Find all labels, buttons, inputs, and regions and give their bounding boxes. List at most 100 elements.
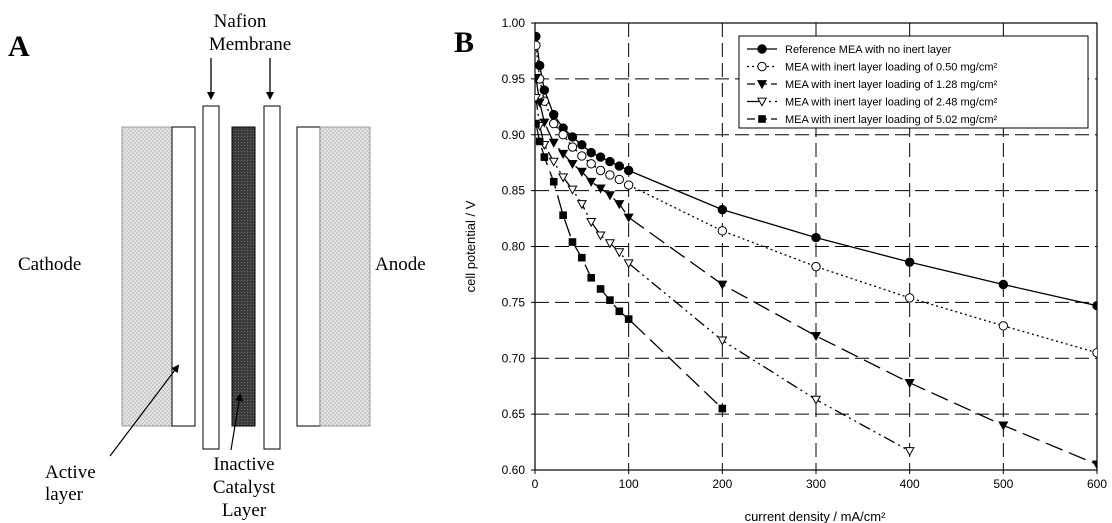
data-point bbox=[535, 40, 541, 51]
data-point bbox=[586, 218, 597, 228]
data-point bbox=[578, 253, 586, 262]
data-point bbox=[535, 73, 541, 83]
data-point bbox=[535, 119, 540, 128]
data-point bbox=[614, 161, 624, 171]
inactive-layer-label-line3: Layer bbox=[222, 500, 267, 521]
data-point bbox=[540, 153, 549, 161]
data-point bbox=[567, 142, 578, 152]
data-point bbox=[623, 165, 634, 176]
data-point bbox=[757, 61, 767, 72]
legend-label: MEA with inert layer loading of 2.48 mg/… bbox=[785, 97, 997, 109]
legend-label: Reference MEA with no inert layer bbox=[785, 44, 952, 56]
anode-active-layer bbox=[296, 126, 321, 427]
data-point bbox=[567, 185, 578, 195]
x-tick-label: 100 bbox=[619, 477, 639, 491]
data-point bbox=[577, 140, 587, 150]
series-4 bbox=[535, 94, 915, 457]
y-tick-label: 0.80 bbox=[502, 240, 526, 254]
y-tick-label: 0.60 bbox=[502, 463, 526, 477]
data-point bbox=[548, 138, 559, 148]
membrane-left bbox=[202, 105, 220, 450]
data-point bbox=[756, 80, 768, 90]
data-point bbox=[606, 296, 614, 304]
data-point bbox=[604, 239, 615, 249]
data-point bbox=[587, 273, 595, 282]
active-layer-arrow bbox=[109, 364, 180, 457]
data-point bbox=[998, 279, 1009, 290]
data-point bbox=[810, 395, 822, 405]
cathode-label: Cathode bbox=[18, 254, 81, 275]
data-point bbox=[904, 257, 915, 267]
anode-gdl bbox=[319, 126, 371, 427]
data-point bbox=[904, 293, 915, 303]
y-tick-label: 0.95 bbox=[502, 72, 526, 86]
series-2 bbox=[535, 40, 1097, 358]
data-point bbox=[717, 336, 728, 346]
data-point bbox=[567, 159, 578, 170]
data-point bbox=[1092, 347, 1097, 358]
x-tick-label: 0 bbox=[532, 477, 539, 491]
legend: Reference MEA with no inert layer MEA wit… bbox=[738, 35, 1089, 129]
data-point bbox=[718, 404, 727, 413]
data-point bbox=[904, 378, 915, 389]
panel-b-label: B bbox=[454, 26, 474, 59]
data-point bbox=[605, 156, 615, 167]
data-point bbox=[998, 421, 1009, 431]
data-point bbox=[577, 151, 587, 161]
data-point bbox=[558, 130, 568, 140]
data-point bbox=[535, 98, 545, 108]
data-point bbox=[624, 315, 633, 323]
y-tick-label: 0.90 bbox=[502, 128, 526, 142]
data-point bbox=[549, 118, 559, 129]
series-line bbox=[535, 97, 911, 452]
legend-label: MEA with inert layer loading of 5.02 mg/… bbox=[785, 114, 997, 126]
data-point bbox=[586, 177, 597, 187]
anode-label: Anode bbox=[375, 254, 426, 275]
inactive-layer-label-line1: Inactive bbox=[213, 454, 274, 475]
data-point bbox=[558, 173, 569, 183]
data-point bbox=[535, 94, 541, 104]
data-point bbox=[576, 200, 587, 210]
cathode-active-layer bbox=[171, 126, 196, 427]
data-point bbox=[604, 191, 615, 201]
x-tick-label: 600 bbox=[1087, 477, 1107, 491]
data-point bbox=[539, 85, 550, 95]
panel-b: B 0 100 200 300 400 500 600 0.60 0.65 0.70 0.75 0.8… bbox=[454, 16, 1107, 523]
panel-a-label: A bbox=[8, 30, 30, 63]
data-point bbox=[614, 174, 624, 185]
data-point bbox=[535, 31, 541, 42]
active-layer-label-line2: layer bbox=[45, 484, 84, 505]
y-tick-label: 0.70 bbox=[502, 351, 526, 365]
data-point bbox=[605, 170, 615, 180]
active-layer-label-line1: Active bbox=[45, 462, 96, 483]
x-axis-label: current density / mA/cm² bbox=[745, 509, 887, 523]
data-point bbox=[1091, 460, 1097, 470]
inactive-layer-label-line2: Catalyst bbox=[213, 477, 276, 498]
data-point bbox=[717, 204, 728, 215]
data-point bbox=[614, 200, 625, 210]
data-point bbox=[615, 307, 624, 316]
x-tick-label: 300 bbox=[806, 477, 826, 491]
data-point bbox=[1092, 301, 1097, 311]
data-point bbox=[623, 180, 634, 190]
membrane-label-line1: Nafion bbox=[214, 11, 267, 32]
series-5 bbox=[535, 119, 727, 413]
data-point bbox=[757, 44, 767, 54]
data-point bbox=[623, 213, 634, 223]
data-point bbox=[717, 226, 728, 236]
legend-box bbox=[738, 35, 1089, 129]
data-point bbox=[811, 261, 821, 272]
series-line bbox=[535, 45, 1097, 354]
legend-label: MEA with inert layer loading of 1.28 mg/… bbox=[785, 79, 997, 91]
inactive-catalyst-layer bbox=[231, 126, 256, 427]
data-point bbox=[717, 280, 728, 290]
y-axis-label: cell potential / V bbox=[463, 200, 478, 292]
panel-a: A Nafion Membrane Cathode Anode Active l… bbox=[8, 11, 426, 521]
y-tick-label: 0.85 bbox=[502, 184, 526, 198]
data-point bbox=[595, 165, 606, 176]
cathode-gdl bbox=[121, 126, 173, 427]
y-tick-label: 0.75 bbox=[502, 295, 526, 309]
data-point bbox=[595, 184, 606, 194]
data-point bbox=[548, 157, 559, 167]
